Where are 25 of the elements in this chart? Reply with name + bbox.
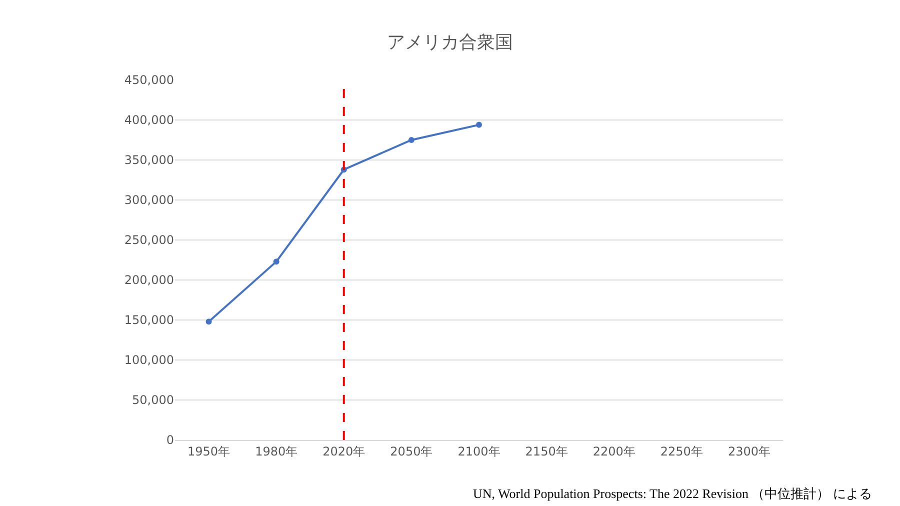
y-tick-label: 100,000 (124, 353, 174, 368)
x-tick-label: 2020年 (322, 444, 366, 458)
y-tick-label: 300,000 (124, 193, 174, 208)
y-tick-label: 250,000 (124, 233, 174, 248)
y-tick-label: 350,000 (124, 153, 174, 168)
x-tick-label: 2200年 (592, 444, 636, 458)
y-tick-label: 400,000 (124, 113, 174, 128)
y-tick-label: 0 (166, 433, 174, 448)
y-tick-label: 150,000 (124, 313, 174, 328)
x-tick-label: 2100年 (458, 444, 500, 458)
x-tick-label: 1980年 (255, 444, 298, 458)
x-tick-label: 2150年 (525, 444, 568, 458)
point (408, 137, 414, 143)
x-tick-label: 2050年 (390, 444, 433, 458)
y-tick-label: 200,000 (124, 273, 174, 288)
y-tick-label: 450,000 (124, 73, 174, 88)
chart-title: アメリカ合衆国 (387, 32, 513, 54)
x-tick-label: 1950年 (188, 444, 230, 458)
text: UN, World Population Prospects: The 2022 Revision （中位推計） による (473, 486, 872, 501)
x-tick-label: 2300年 (728, 444, 770, 458)
y-tick-label: 50,000 (132, 393, 174, 408)
point (476, 122, 482, 128)
point (206, 318, 212, 325)
x-tick-label: 2250年 (660, 444, 703, 458)
point (273, 258, 280, 265)
